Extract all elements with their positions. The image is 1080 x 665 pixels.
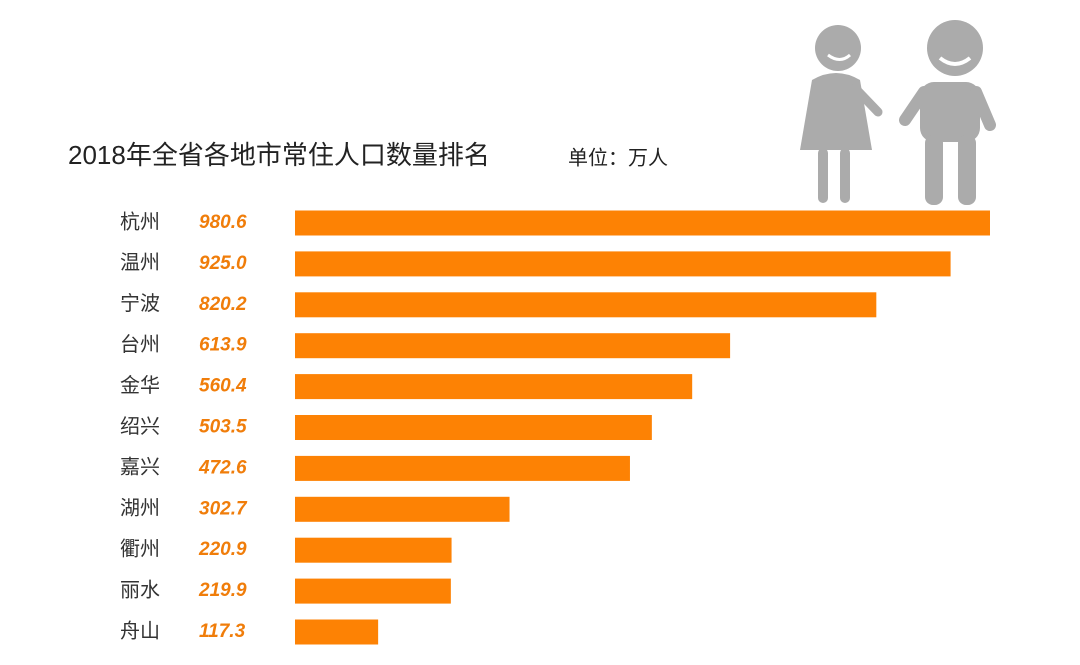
bar <box>295 292 877 318</box>
value-label: 117.3 <box>199 621 246 642</box>
bar <box>295 374 693 400</box>
category-label: 嘉兴 <box>120 456 160 479</box>
bar <box>295 578 451 604</box>
category-label: 丽水 <box>120 578 160 601</box>
value-label: 472.6 <box>198 457 247 478</box>
value-label: 503.5 <box>199 417 247 438</box>
value-label: 925.0 <box>199 253 247 274</box>
category-label: 金华 <box>120 374 160 397</box>
bar <box>295 333 731 359</box>
category-label: 温州 <box>120 251 160 274</box>
bar <box>295 619 379 645</box>
category-label: 绍兴 <box>120 415 160 438</box>
value-label: 302.7 <box>199 498 248 519</box>
value-label: 980.6 <box>199 212 247 233</box>
category-label: 湖州 <box>120 497 160 520</box>
people-illustration <box>800 20 996 205</box>
category-label: 舟山 <box>120 619 160 642</box>
bar <box>295 496 510 522</box>
chart-title: 2018年全省各地市常住人口数量排名 <box>68 140 490 170</box>
bar <box>295 251 951 277</box>
value-label: 560.4 <box>199 376 247 397</box>
value-label: 613.9 <box>199 335 247 356</box>
category-label: 杭州 <box>120 210 160 233</box>
bar <box>295 415 652 440</box>
category-label: 衢州 <box>120 537 160 560</box>
chart-subtitle: 单位：万人 <box>568 146 668 169</box>
value-label: 820.2 <box>199 294 247 315</box>
value-label: 219.9 <box>198 580 247 601</box>
value-label: 220.9 <box>198 539 247 560</box>
bar <box>295 455 630 481</box>
bar <box>295 537 452 563</box>
category-label: 宁波 <box>120 292 160 315</box>
category-label: 台州 <box>120 333 160 356</box>
bar <box>295 210 990 236</box>
